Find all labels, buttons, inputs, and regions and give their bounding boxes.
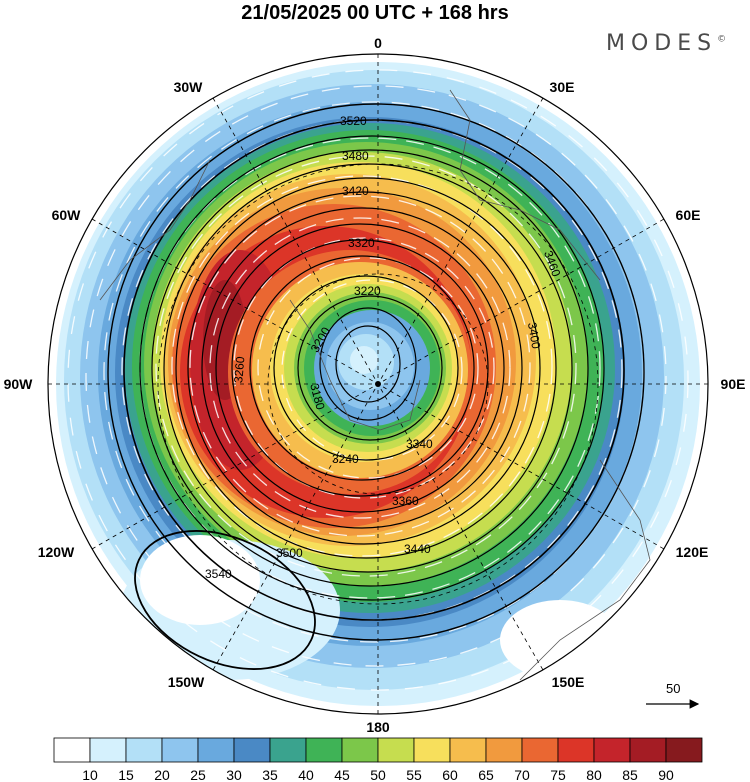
contour-label-3480: 3480	[342, 149, 369, 163]
colorbar-swatch	[449, 737, 487, 763]
colorbar-tick-label: 80	[586, 767, 602, 782]
map-title: 21/05/2025 00 UTC + 168 hrs	[241, 2, 509, 24]
lon-label-60w: 60W	[52, 207, 82, 223]
colorbar-tick-label: 35	[262, 767, 278, 782]
colorbar-swatch	[53, 737, 91, 763]
colorbar-swatch	[197, 737, 235, 763]
contour-label-3340: 3340	[406, 437, 433, 451]
colorbar-swatch	[89, 737, 127, 763]
contour-label-3420: 3420	[342, 184, 369, 198]
colorbar-tick-label: 50	[370, 767, 386, 782]
map-border	[47, 53, 709, 715]
colorbar-swatch	[269, 737, 307, 763]
contour-label-3520: 3520	[340, 114, 367, 128]
colorbar-tick-label: 90	[658, 767, 674, 782]
contour-label-3360: 3360	[392, 494, 419, 508]
contour-label-3220: 3220	[354, 284, 381, 298]
height-contours	[107, 103, 645, 670]
brand-name: MODES	[606, 31, 718, 56]
brand-logo: MODES©	[606, 31, 726, 56]
contour-label-3500: 3500	[276, 546, 303, 560]
lon-label-180: 180	[366, 719, 390, 735]
colorbar-tick-label: 70	[514, 767, 530, 782]
contour-label-3180: 3180	[307, 382, 328, 412]
colorbar-swatch	[125, 737, 163, 763]
colorbar-tick-label: 65	[478, 767, 494, 782]
colorbar-swatches	[53, 737, 703, 763]
colorbar-tick-label: 55	[406, 767, 422, 782]
colorbar-swatch	[629, 737, 667, 763]
colorbar-tick-label: 10	[82, 767, 98, 782]
lon-label-60e: 60E	[676, 207, 701, 223]
colorbar-swatch	[593, 737, 631, 763]
colorbar-tick-label: 25	[190, 767, 206, 782]
vector-reference: 50	[646, 681, 700, 709]
colorbar-swatch	[341, 737, 379, 763]
colorbar-swatch	[233, 737, 271, 763]
contour-label-3440: 3440	[404, 542, 431, 556]
colorbar-tick-label: 75	[550, 767, 566, 782]
brand-mark: ©	[717, 34, 727, 45]
lon-label-150e: 150E	[552, 674, 585, 690]
colorbar-swatch	[521, 737, 559, 763]
lon-label-90w: 90W	[4, 376, 34, 392]
lon-label-120w: 120W	[38, 544, 75, 560]
colorbar-tick-label: 60	[442, 767, 458, 782]
lon-label-0: 0	[374, 35, 382, 51]
colorbar-tick-label: 45	[334, 767, 350, 782]
vector-reference-label: 50	[666, 681, 680, 696]
pole-marker	[375, 381, 381, 387]
colorbar-swatch	[485, 737, 523, 763]
colorbar-tick-label: 15	[118, 767, 134, 782]
wind-streamlines	[67, 69, 689, 691]
coastlines	[99, 89, 651, 681]
colorbar-tick-label: 40	[298, 767, 314, 782]
lon-label-30e: 30E	[550, 79, 575, 95]
lon-label-120e: 120E	[676, 544, 709, 560]
contour-label-3540: 3540	[205, 567, 232, 581]
contour-label-3260: 3260	[231, 356, 247, 384]
colorbar-tick-label: 85	[622, 767, 638, 782]
lon-label-30w: 30W	[174, 79, 204, 95]
colorbar-swatch	[377, 737, 415, 763]
lon-label-150w: 150W	[168, 674, 205, 690]
contour-label-3240: 3240	[332, 452, 359, 466]
colorbar-tick-label: 20	[154, 767, 170, 782]
lon-label-90e: 90E	[721, 376, 746, 392]
contour-label-3400: 3400	[525, 321, 543, 350]
colorbar-swatch	[161, 737, 199, 763]
colorbar-swatch	[557, 737, 595, 763]
longitude-labels: 0 30E 60E 90E 120E 150E 180 150W 120W 90…	[4, 35, 746, 735]
colorbar-swatch	[665, 737, 703, 763]
contour-label-3320: 3320	[348, 236, 375, 250]
colorbar-swatch	[413, 737, 451, 763]
colorbar-swatch	[305, 737, 343, 763]
colorbar-tick-label: 30	[226, 767, 242, 782]
colorbar-ticks: 10 15 20 25 30 35 40 45 50 55 60 65 70 75 80 85 90	[82, 767, 674, 782]
